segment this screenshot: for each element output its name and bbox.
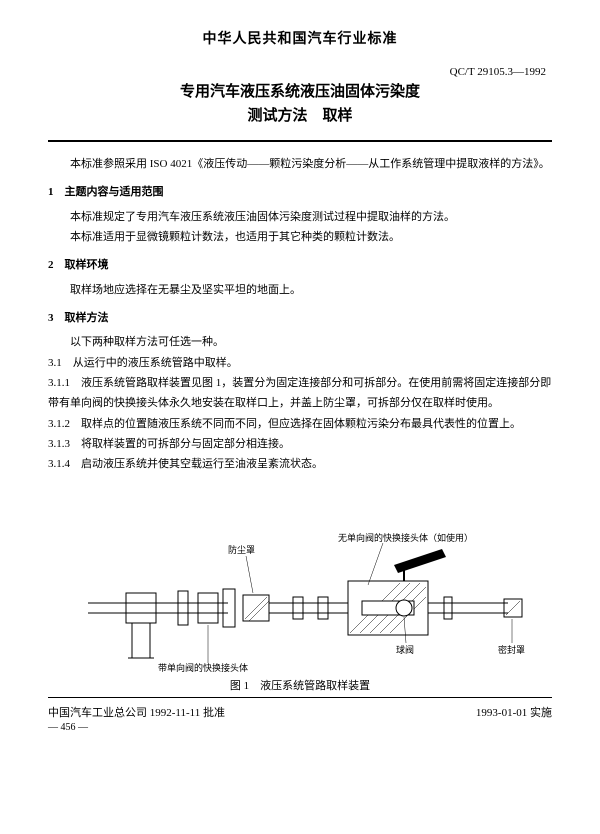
- diagram: 防尘罩 无单向阀的快换接头体（如使用）: [48, 493, 552, 673]
- footer: 中国汽车工业总公司 1992-11-11 批准 1993-01-01 实施: [48, 704, 552, 720]
- org-title: 中华人民共和国汽车行业标准: [48, 28, 552, 48]
- label-dust-cap: 防尘罩: [228, 544, 255, 555]
- label-single-valve: 带单向阀的快换接头体: [158, 662, 248, 673]
- diagram-caption: 图 1 液压系统管路取样装置: [48, 677, 552, 693]
- divider-bottom: [48, 697, 552, 698]
- section1-heading: 1 主题内容与适用范围: [48, 182, 552, 202]
- main-title-line1: 专用汽车液压系统液压油固体污染度: [48, 80, 552, 104]
- divider-top: [48, 140, 552, 142]
- main-title-line2: 测试方法 取样: [48, 104, 552, 128]
- section3-p313: 3.1.3 将取样装置的可拆部分与固定部分相连接。: [48, 434, 552, 454]
- section3-p314: 3.1.4 启动液压系统并使其空载运行至油液呈紊流状态。: [48, 454, 552, 474]
- section3-p312: 3.1.2 取样点的位置随液压系统不同而不同，但应选择在固体颗粒污染分布最具代表…: [48, 414, 552, 434]
- section1-p1: 本标准规定了专用汽车液压系统液压油固体污染度测试过程中提取油样的方法。: [48, 207, 552, 227]
- section3-p31: 3.1 从运行中的液压系统管路中取样。: [48, 353, 552, 373]
- section2-p1: 取样场地应选择在无暴尘及坚实平坦的地面上。: [48, 280, 552, 300]
- section1-p2: 本标准适用于显微镜颗粒计数法，也适用于其它种类的颗粒计数法。: [48, 227, 552, 247]
- label-ball-valve: 球阀: [396, 644, 414, 655]
- footer-left: 中国汽车工业总公司 1992-11-11 批准: [48, 704, 225, 720]
- page-number: — 456 —: [48, 722, 552, 733]
- footer-right: 1993-01-01 实施: [476, 704, 552, 720]
- diagram-svg: 防尘罩 无单向阀的快换接头体（如使用）: [48, 493, 552, 673]
- main-title: 专用汽车液压系统液压油固体污染度 测试方法 取样: [48, 80, 552, 128]
- section3-p0: 以下两种取样方法可任选一种。: [48, 332, 552, 352]
- page-root: 中华人民共和国汽车行业标准 QC/T 29105.3—1992 专用汽车液压系统…: [0, 0, 600, 743]
- label-seal-cap: 密封罩: [498, 644, 525, 655]
- section2-heading: 2 取样环境: [48, 255, 552, 275]
- doc-code: QC/T 29105.3—1992: [48, 66, 552, 78]
- section3-p311: 3.1.1 液压系统管路取样装置见图 1，装置分为固定连接部分和可拆部分。在使用…: [48, 373, 552, 414]
- section3-heading: 3 取样方法: [48, 308, 552, 328]
- label-valve-body: 无单向阀的快换接头体（如使用）: [338, 532, 473, 543]
- body-text: 本标准参照采用 ISO 4021《液压传动——颗粒污染度分析——从工作系统管理中…: [48, 154, 552, 475]
- intro-para: 本标准参照采用 ISO 4021《液压传动——颗粒污染度分析——从工作系统管理中…: [48, 154, 552, 174]
